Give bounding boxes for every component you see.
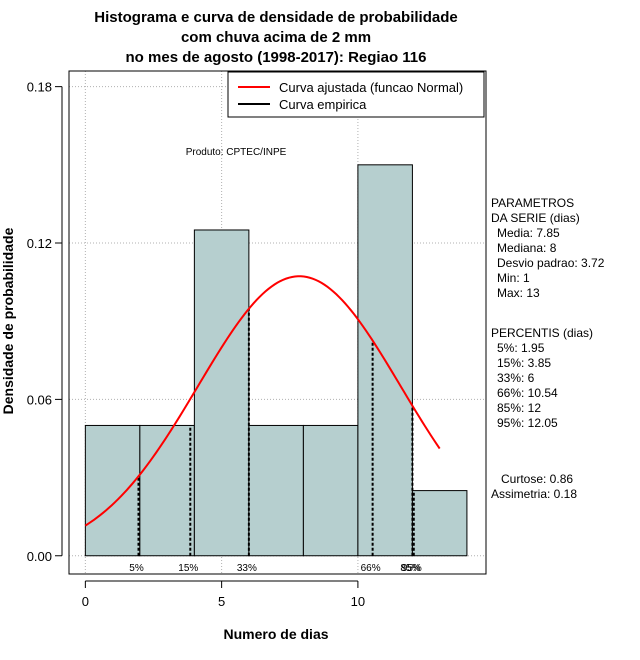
histogram-bar — [357, 164, 413, 557]
product-label: Produto: CPTEC/INPE — [186, 147, 287, 158]
histogram-bar — [302, 424, 359, 557]
percentile-label: 85% — [400, 563, 420, 574]
kurtosis-value: Curtose: 0.86 — [501, 472, 573, 486]
x-tick-label: 10 — [351, 594, 365, 609]
legend: Curva ajustada (funcao Normal) Curva empi… — [227, 71, 485, 118]
y-tick-label: 0.00 — [27, 549, 52, 564]
percentile-label: 15% — [178, 563, 198, 574]
skewness-value: Assimetria: 0.18 — [491, 487, 577, 501]
title-line: com chuva acima de 2 mm — [181, 29, 371, 46]
percentile-label: 33% — [237, 563, 257, 574]
percentil-item: 5%: 1.95 — [497, 341, 545, 355]
title-line: no mes de agosto (1998-2017): Regiao 116 — [126, 49, 427, 66]
histogram-bar — [411, 490, 468, 557]
percentil-item: 33%: 6 — [497, 371, 535, 385]
histogram-bar — [84, 424, 141, 557]
histogram-bars — [84, 164, 468, 557]
x-tick-label: 0 — [82, 594, 89, 609]
histogram-bar — [193, 229, 250, 557]
percentil-item: 95%: 12.05 — [497, 416, 558, 430]
param-item: Desvio padrao: 3.72 — [497, 256, 605, 270]
param-item: Max: 13 — [497, 286, 540, 300]
plot-frame — [68, 70, 487, 575]
chart-title: Histograma e curva de densidade de proba… — [94, 9, 457, 66]
percentile-label: 95% — [402, 563, 422, 574]
percentile-lines: 5% 15% 33% 66% 85%95% — [129, 308, 422, 574]
percentis-title: PERCENTIS (dias) — [491, 326, 593, 340]
axes: 0 5 10 0.00 0.06 0.12 0.18 — [27, 80, 365, 609]
fitted-curve — [84, 275, 441, 527]
legend-label: Curva empirica — [279, 97, 367, 112]
legend-box — [227, 71, 485, 118]
y-tick-label: 0.06 — [27, 392, 52, 407]
y-tick-label: 0.18 — [27, 80, 52, 95]
legend-label: Curva ajustada (funcao Normal) — [279, 80, 463, 95]
title-line: Histograma e curva de densidade de proba… — [94, 9, 457, 26]
param-item: Mediana: 8 — [497, 241, 557, 255]
params-title: DA SERIE (dias) — [491, 211, 580, 225]
params-title: PARAMETROS — [491, 196, 574, 210]
x-tick-label: 5 — [218, 594, 225, 609]
percentil-item: 15%: 3.85 — [497, 356, 551, 370]
y-axis-label: Densidade de probabilidade — [0, 227, 16, 414]
y-tick-label: 0.12 — [27, 236, 52, 251]
percentil-item: 66%: 10.54 — [497, 386, 558, 400]
percentile-label: 5% — [129, 563, 144, 574]
x-axis-label: Numero de dias — [223, 626, 328, 642]
percentile-label: 66% — [361, 563, 381, 574]
param-item: Media: 7.85 — [497, 226, 560, 240]
param-item: Min: 1 — [497, 271, 530, 285]
normal-curve — [84, 275, 441, 527]
histogram-bar — [248, 424, 304, 557]
percentil-item: 85%: 12 — [497, 401, 541, 415]
histogram-bar — [139, 424, 195, 557]
